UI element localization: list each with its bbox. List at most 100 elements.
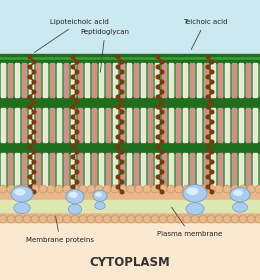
Bar bbox=[29, 153, 33, 187]
Circle shape bbox=[116, 105, 120, 109]
Circle shape bbox=[71, 75, 75, 79]
Circle shape bbox=[71, 215, 79, 223]
Circle shape bbox=[199, 185, 207, 193]
Bar bbox=[218, 63, 222, 97]
Bar bbox=[0, 188, 260, 222]
Text: Plasma membrane: Plasma membrane bbox=[157, 207, 223, 237]
Circle shape bbox=[0, 185, 7, 193]
Circle shape bbox=[71, 145, 75, 149]
Circle shape bbox=[32, 110, 36, 114]
Bar bbox=[176, 108, 180, 142]
Bar bbox=[148, 63, 152, 97]
Bar bbox=[113, 153, 117, 187]
Circle shape bbox=[32, 100, 36, 104]
Circle shape bbox=[160, 100, 164, 104]
Bar bbox=[204, 108, 208, 142]
Circle shape bbox=[32, 140, 36, 144]
Circle shape bbox=[239, 215, 247, 223]
Bar bbox=[183, 63, 187, 97]
Bar bbox=[36, 63, 40, 97]
Circle shape bbox=[175, 185, 183, 193]
Bar bbox=[0, 60, 260, 100]
Circle shape bbox=[87, 215, 95, 223]
Circle shape bbox=[207, 185, 215, 193]
Circle shape bbox=[160, 120, 164, 124]
Circle shape bbox=[119, 215, 127, 223]
Bar bbox=[190, 153, 194, 187]
Bar bbox=[253, 108, 257, 142]
Circle shape bbox=[160, 110, 164, 114]
Circle shape bbox=[239, 185, 247, 193]
Circle shape bbox=[75, 140, 79, 144]
Circle shape bbox=[71, 165, 75, 169]
Bar bbox=[1, 153, 5, 187]
Circle shape bbox=[71, 185, 75, 189]
Bar bbox=[106, 63, 110, 97]
Circle shape bbox=[32, 130, 36, 134]
Bar bbox=[0, 105, 260, 108]
Circle shape bbox=[28, 115, 32, 119]
Circle shape bbox=[120, 170, 124, 174]
Ellipse shape bbox=[95, 202, 105, 209]
Bar bbox=[120, 63, 124, 97]
Circle shape bbox=[71, 125, 75, 129]
Circle shape bbox=[210, 160, 214, 164]
Circle shape bbox=[156, 165, 160, 169]
Bar bbox=[218, 108, 222, 142]
Bar bbox=[253, 63, 257, 97]
Circle shape bbox=[120, 180, 124, 184]
Bar bbox=[57, 108, 61, 142]
Circle shape bbox=[32, 160, 36, 164]
Circle shape bbox=[71, 65, 75, 69]
Bar bbox=[85, 108, 89, 142]
Circle shape bbox=[156, 115, 160, 119]
Circle shape bbox=[75, 190, 79, 194]
Bar bbox=[43, 108, 47, 142]
Bar bbox=[197, 63, 201, 97]
Bar bbox=[0, 142, 260, 145]
Circle shape bbox=[120, 60, 124, 64]
Circle shape bbox=[120, 190, 124, 194]
Circle shape bbox=[28, 145, 32, 149]
Bar bbox=[57, 153, 61, 187]
Bar bbox=[169, 63, 173, 97]
Bar bbox=[92, 63, 96, 97]
Circle shape bbox=[28, 155, 32, 159]
Circle shape bbox=[191, 215, 199, 223]
Circle shape bbox=[210, 100, 214, 104]
Circle shape bbox=[135, 185, 143, 193]
Circle shape bbox=[206, 55, 210, 59]
Bar bbox=[120, 153, 124, 187]
Bar bbox=[239, 108, 243, 142]
Circle shape bbox=[75, 120, 79, 124]
Circle shape bbox=[160, 140, 164, 144]
Circle shape bbox=[120, 90, 124, 94]
Text: Membrane proteins: Membrane proteins bbox=[26, 216, 94, 243]
Circle shape bbox=[32, 90, 36, 94]
Text: Lipoteichoic acid: Lipoteichoic acid bbox=[34, 19, 109, 52]
Circle shape bbox=[75, 180, 79, 184]
Circle shape bbox=[160, 90, 164, 94]
Circle shape bbox=[28, 95, 32, 99]
Circle shape bbox=[156, 145, 160, 149]
Bar bbox=[22, 108, 26, 142]
Circle shape bbox=[75, 130, 79, 134]
Text: CYTOPLASM: CYTOPLASM bbox=[90, 255, 170, 269]
Circle shape bbox=[223, 215, 231, 223]
Circle shape bbox=[156, 175, 160, 179]
Bar bbox=[0, 150, 260, 153]
Circle shape bbox=[210, 60, 214, 64]
Bar bbox=[43, 63, 47, 97]
Circle shape bbox=[156, 185, 160, 189]
Bar bbox=[225, 108, 229, 142]
Circle shape bbox=[206, 105, 210, 109]
Circle shape bbox=[23, 185, 31, 193]
Circle shape bbox=[55, 215, 63, 223]
Circle shape bbox=[159, 215, 167, 223]
Bar bbox=[0, 105, 260, 145]
Circle shape bbox=[167, 185, 175, 193]
Circle shape bbox=[71, 115, 75, 119]
Bar bbox=[113, 63, 117, 97]
Bar bbox=[0, 150, 260, 190]
Circle shape bbox=[75, 70, 79, 74]
